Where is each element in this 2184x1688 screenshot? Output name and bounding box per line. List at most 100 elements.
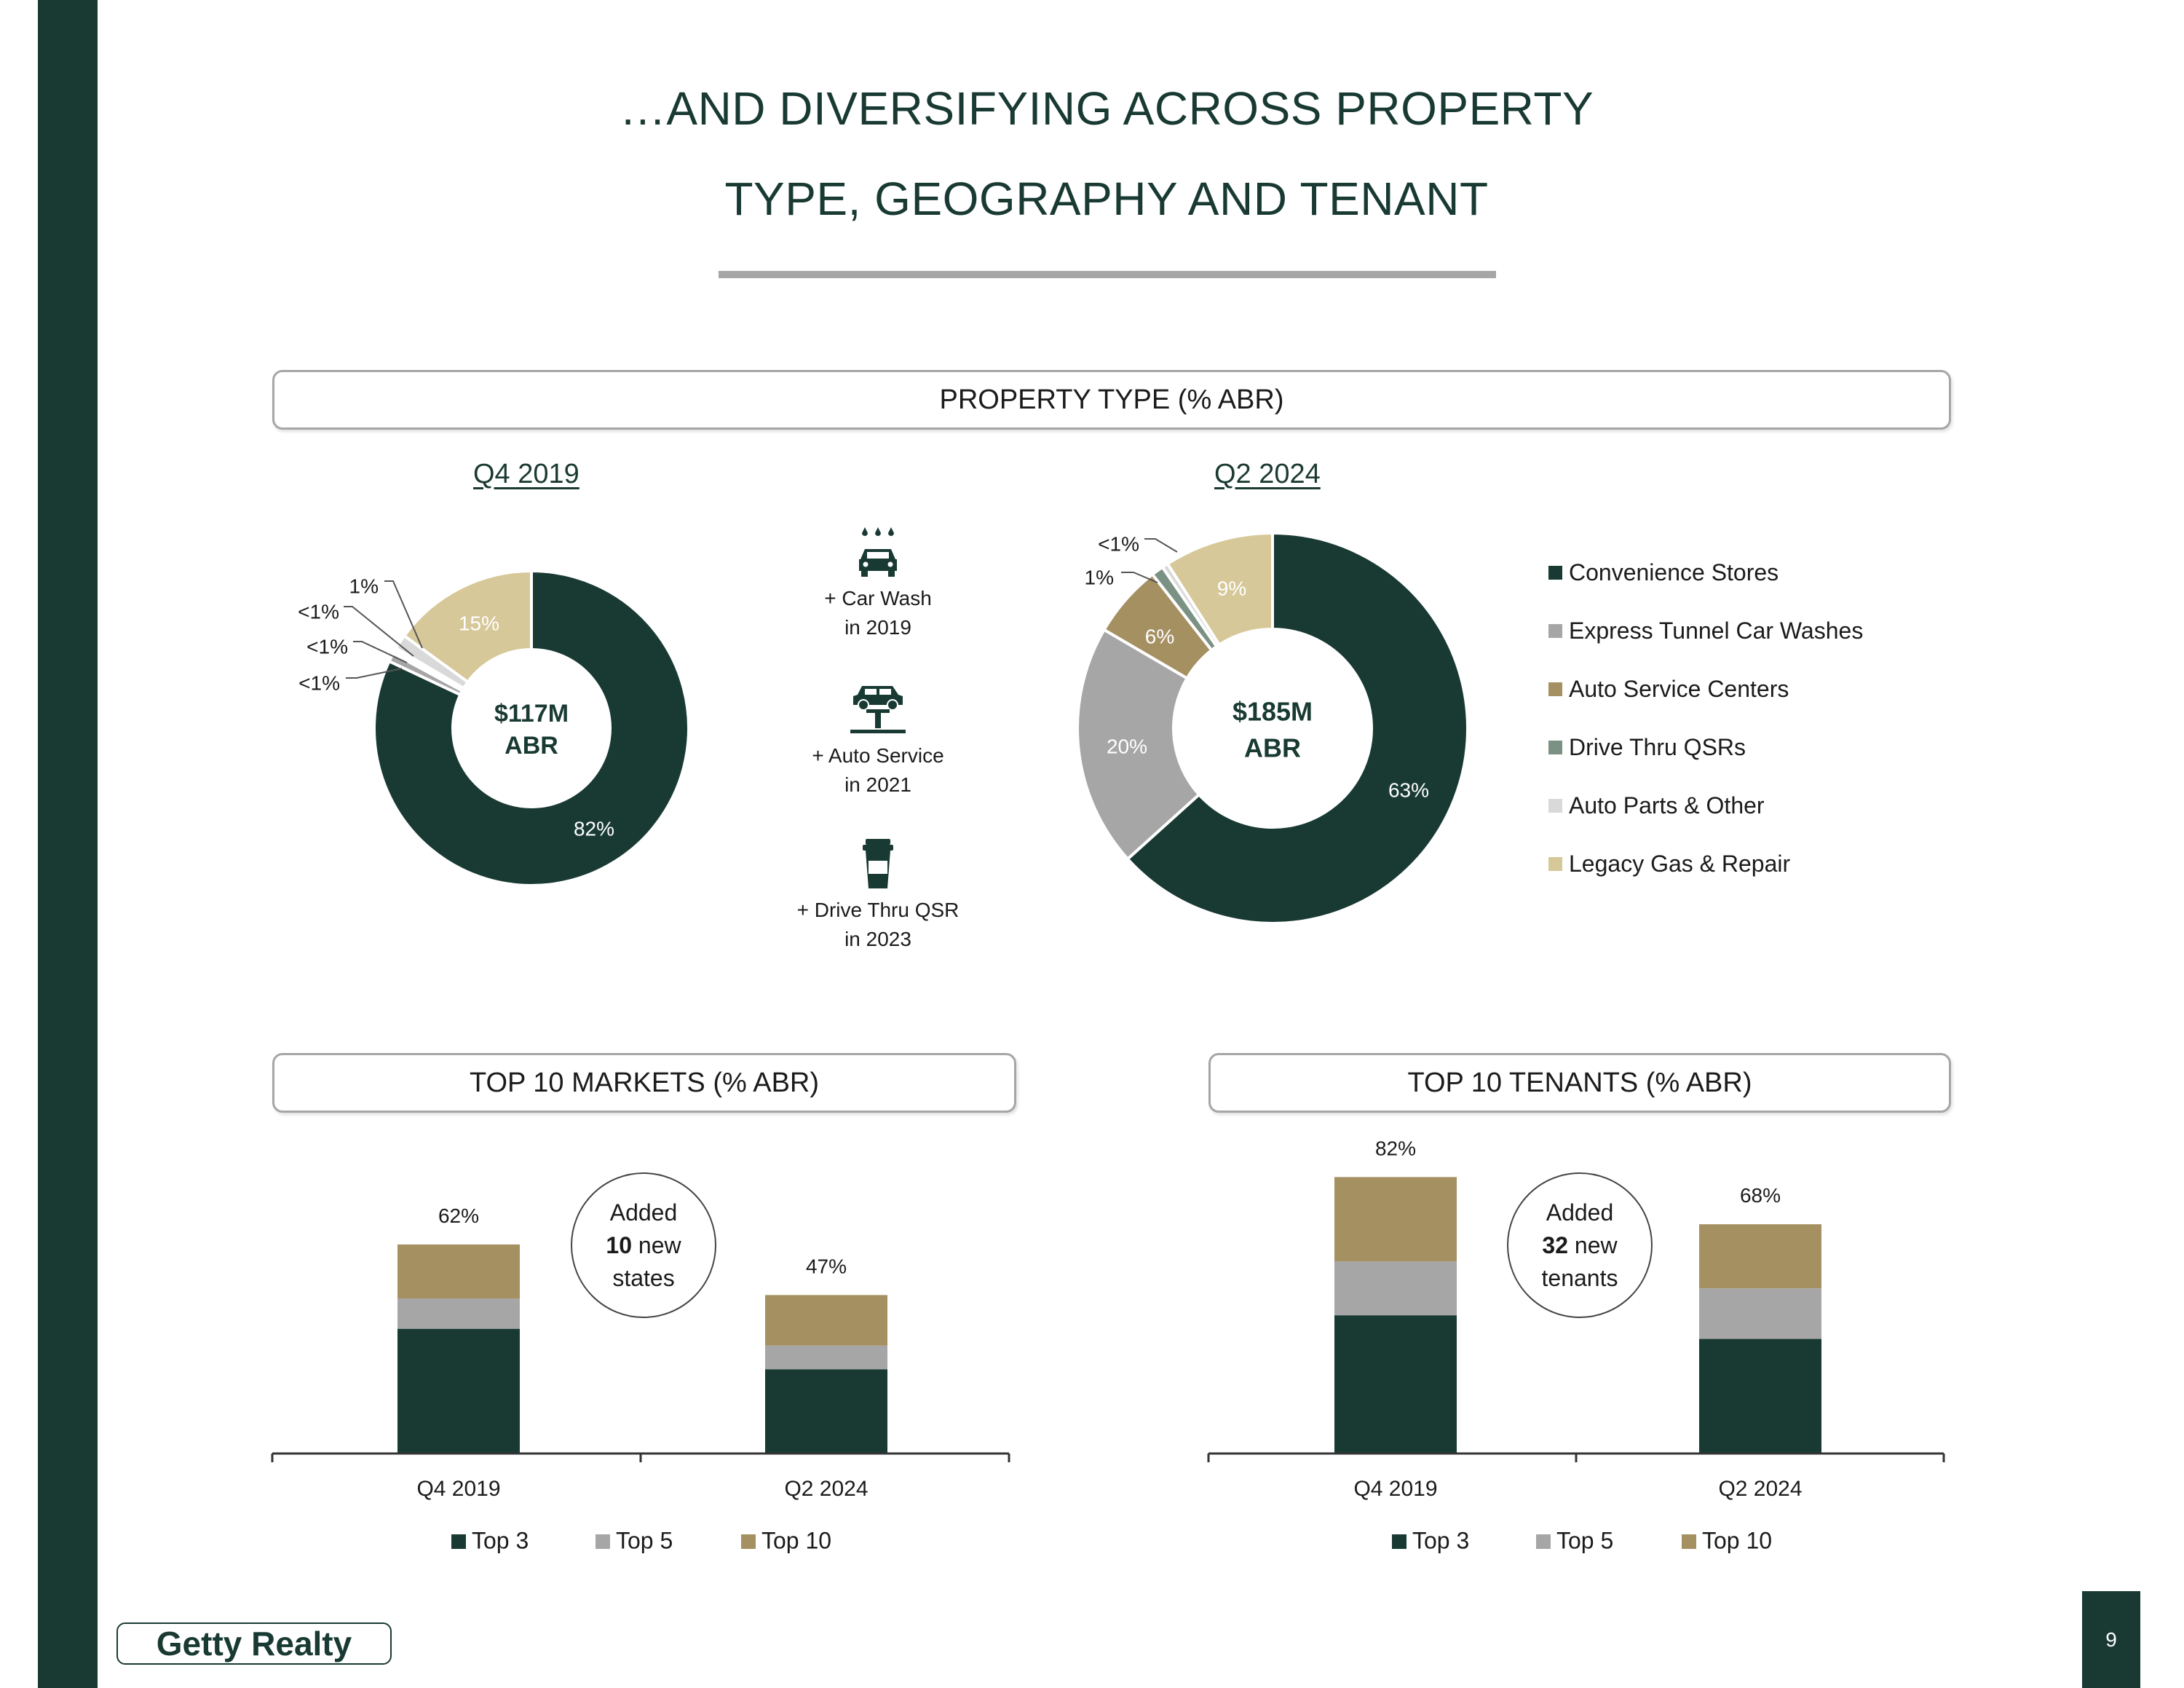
car-wash-icon bbox=[859, 527, 897, 577]
legend-label: Express Tunnel Car Washes bbox=[1569, 618, 1864, 644]
page-number: 9 bbox=[2082, 1591, 2140, 1688]
slice-label-express-tunnel-car-washes: 20% bbox=[1107, 735, 1147, 757]
slice-label-convenience-stores: 63% bbox=[1388, 778, 1429, 801]
q2-2024-donut-chart: 63% 20% 6% 1% <1% 9% $185M ABR bbox=[1076, 531, 1469, 925]
slice-label-auto-service-centers: 6% bbox=[1145, 625, 1174, 647]
markets-added-bubble: Added 10 new states bbox=[571, 1172, 716, 1318]
x-tick-label-q4-2019: Q4 2019 bbox=[416, 1477, 500, 1501]
tenants-bubble-word: new bbox=[1574, 1231, 1618, 1258]
leader-line-express-tunnel-car-washes bbox=[346, 668, 403, 679]
title-divider bbox=[719, 271, 1496, 278]
slice-label-legacy-gas-repair: 15% bbox=[459, 612, 499, 634]
property-type-header: PROPERTY TYPE (% ABR) bbox=[272, 370, 1951, 430]
legend-label-top-3: Top 3 bbox=[1412, 1527, 1469, 1553]
feature-auto-service: + Auto Service in 2021 bbox=[769, 683, 987, 800]
leader-line-auto-service-centers bbox=[353, 641, 408, 663]
tenants-header-label: TOP 10 TENANTS (% ABR) bbox=[1407, 1068, 1752, 1098]
leader-line-auto-parts-other bbox=[384, 580, 423, 649]
slice-label-express-tunnel-car-washes: <1% bbox=[298, 671, 340, 694]
legend-label-top-5: Top 5 bbox=[1556, 1527, 1613, 1553]
bar-segment-top-10-q4-2019 bbox=[1334, 1177, 1457, 1262]
x-tick-label-q4-2019: Q4 2019 bbox=[1353, 1477, 1437, 1501]
left-accent-bar bbox=[38, 0, 98, 1688]
markets-header: TOP 10 MARKETS (% ABR) bbox=[272, 1053, 1016, 1113]
q4-2019-donut-title: Q4 2019 bbox=[473, 459, 579, 489]
page-title-line-2: TYPE, GEOGRAPHY AND TENANT bbox=[724, 173, 1489, 225]
legend-item-legacy-gas: Legacy Gas & Repair bbox=[1548, 851, 1790, 877]
tenants-bubble-line3: tenants bbox=[1541, 1264, 1618, 1291]
bar-segment-top-10-q2-2024 bbox=[1699, 1224, 1821, 1289]
legend-swatch bbox=[1548, 799, 1562, 813]
top-10-tenants-bar-chart: 82% Q4 2019 68% Q2 2024 Top 3 Top 5 Top 10 bbox=[1207, 1137, 1945, 1553]
markets-bubble-line1: Added bbox=[609, 1199, 678, 1226]
donut-center-value: $117M bbox=[494, 700, 569, 727]
markets-bubble-number: 10 bbox=[606, 1231, 632, 1258]
drive-thru-cup-icon bbox=[863, 839, 893, 888]
legend-item-auto-parts: Auto Parts & Other bbox=[1548, 792, 1765, 819]
legend-label: Auto Parts & Other bbox=[1569, 792, 1765, 819]
legend-item-auto-service: Auto Service Centers bbox=[1548, 676, 1789, 703]
bar-segment-top-5-q4-2019 bbox=[1334, 1261, 1457, 1316]
legend-swatch bbox=[1548, 682, 1562, 696]
legend-swatch-top-10 bbox=[1682, 1534, 1696, 1549]
feature-auto-service-line2: in 2021 bbox=[844, 773, 911, 796]
markets-bubble-word: new bbox=[638, 1231, 681, 1258]
bar-total-label-q2-2024: 68% bbox=[1740, 1184, 1781, 1207]
x-tick-label-q2-2024: Q2 2024 bbox=[1718, 1477, 1802, 1501]
legend-swatch bbox=[1548, 857, 1562, 871]
auto-service-icon bbox=[850, 686, 906, 733]
slice-label-drive-thru-qsrs: <1% bbox=[298, 600, 339, 623]
legend-swatch-top-5 bbox=[1536, 1534, 1551, 1549]
tenants-bubble-number: 32 bbox=[1542, 1231, 1568, 1258]
bar-total-label-q4-2019: 62% bbox=[438, 1204, 479, 1227]
top-10-markets-bar-chart: 62% Q4 2019 47% Q2 2024 Top 3 Top 5 Top 10 bbox=[271, 1204, 1010, 1553]
donut-slice-legacy-gas-repair bbox=[402, 569, 533, 685]
tenants-added-bubble: Added 32 new tenants bbox=[1507, 1172, 1653, 1318]
slice-label-auto-service-centers: <1% bbox=[306, 635, 348, 658]
legend-label: Auto Service Centers bbox=[1569, 676, 1789, 702]
legend-swatch-top-3 bbox=[451, 1534, 466, 1549]
feature-auto-service-line1: + Auto Service bbox=[812, 744, 944, 767]
slice-label-convenience-stores: 82% bbox=[574, 817, 614, 840]
legend-swatch-top-3 bbox=[1392, 1534, 1406, 1549]
donut-slice-convenience-stores bbox=[1125, 531, 1469, 925]
slice-label-auto-parts-other: <1% bbox=[1098, 532, 1139, 555]
markets-bubble-line3: states bbox=[612, 1264, 675, 1291]
feature-car-wash-line2: in 2019 bbox=[844, 616, 911, 639]
donut-slice-legacy-gas-repair bbox=[1165, 531, 1274, 647]
legend-swatch bbox=[1548, 741, 1562, 754]
bar-total-label-q2-2024: 47% bbox=[806, 1255, 847, 1277]
bar-segment-top-3-q2-2024 bbox=[765, 1369, 887, 1454]
bar-segment-top-5-q2-2024 bbox=[765, 1345, 887, 1370]
leader-line-auto-parts-other bbox=[1144, 538, 1178, 553]
legend-swatch-top-5 bbox=[596, 1534, 610, 1549]
legend-label: Convenience Stores bbox=[1569, 559, 1779, 585]
property-type-header-label: PROPERTY TYPE (% ABR) bbox=[939, 384, 1284, 415]
legend-label: Drive Thru QSRs bbox=[1569, 734, 1746, 760]
q4-2019-donut-chart: 82% <1% <1% <1% 1% 15% $117M ABR bbox=[298, 569, 690, 887]
legend-label-top-5: Top 5 bbox=[616, 1527, 673, 1553]
legend-item-car-washes: Express Tunnel Car Washes bbox=[1548, 618, 1863, 644]
legend-item-convenience-stores: Convenience Stores bbox=[1548, 559, 1779, 586]
legend-label-top-10: Top 10 bbox=[761, 1527, 831, 1553]
donut-center-unit: ABR bbox=[1244, 733, 1301, 763]
bar-segment-top-5-q4-2019 bbox=[397, 1298, 520, 1329]
donut-slice-convenience-stores bbox=[373, 569, 690, 887]
legend-label-top-10: Top 10 bbox=[1702, 1527, 1772, 1553]
bar-segment-top-3-q2-2024 bbox=[1699, 1338, 1821, 1454]
legend-swatch-top-10 bbox=[741, 1534, 756, 1549]
donut-slice-express-tunnel-car-washes bbox=[1076, 628, 1201, 861]
feature-drive-thru: + Drive Thru QSR in 2023 bbox=[769, 837, 987, 954]
donut-center-value: $185M bbox=[1233, 697, 1313, 727]
legend-label-top-3: Top 3 bbox=[472, 1527, 529, 1553]
legend-swatch bbox=[1548, 624, 1562, 638]
leader-line-drive-thru-qsrs bbox=[344, 606, 414, 657]
getty-realty-logo: Getty Realty bbox=[116, 1622, 392, 1665]
slice-label-drive-thru-qsrs: 1% bbox=[1085, 566, 1114, 588]
donut-center-unit: ABR bbox=[505, 732, 558, 760]
tenants-header: TOP 10 TENANTS (% ABR) bbox=[1208, 1053, 1951, 1113]
legend-item-drive-thru: Drive Thru QSRs bbox=[1548, 734, 1746, 761]
bar-segment-top-10-q4-2019 bbox=[397, 1244, 520, 1299]
feature-drive-thru-line2: in 2023 bbox=[844, 928, 911, 950]
feature-drive-thru-line1: + Drive Thru QSR bbox=[796, 899, 960, 921]
